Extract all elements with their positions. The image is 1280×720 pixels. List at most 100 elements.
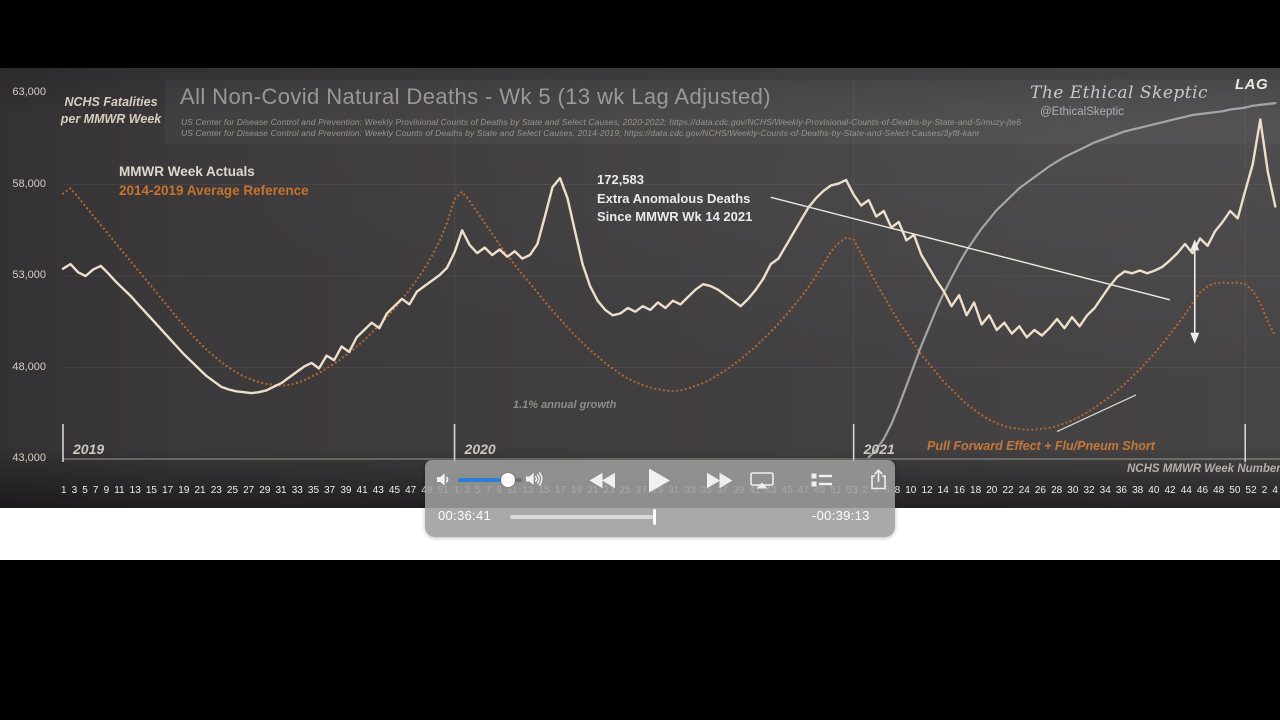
- volume-fill: [458, 478, 508, 482]
- volume-slider[interactable]: [458, 473, 522, 487]
- y-tick-label: 48,000: [12, 360, 46, 373]
- y-axis-title-line1: NCHS Fatalities: [64, 95, 158, 109]
- week-tick-label: 21: [194, 485, 206, 496]
- week-tick-label: 31: [275, 485, 287, 496]
- player-scrub-row: 00:36:41 -00:39:13: [425, 502, 895, 534]
- playhead[interactable]: [652, 509, 656, 525]
- week-tick-label: 9: [103, 485, 110, 496]
- week-tick-label: 18: [970, 485, 982, 496]
- week-tick-label: 36: [1115, 485, 1127, 496]
- share-button[interactable]: [870, 469, 887, 490]
- y-axis-title-line2: per MMWR Week: [60, 112, 162, 126]
- week-tick-label: 35: [307, 485, 320, 496]
- playlist-button[interactable]: [811, 473, 832, 487]
- week-tick-label: 14: [937, 485, 949, 496]
- lag-tag: LAG: [1235, 76, 1269, 93]
- rewind-icon: [589, 472, 615, 489]
- week-tick-label: 19: [178, 485, 190, 496]
- fast-forward-icon: [707, 472, 733, 489]
- week-tick-label: 1: [61, 485, 67, 496]
- week-tick-label: 37: [324, 485, 336, 496]
- airplay-button[interactable]: [750, 472, 774, 489]
- y-tick-label: 53,000: [12, 269, 46, 281]
- week-tick-label: 44: [1180, 485, 1192, 496]
- week-tick-label: 29: [259, 485, 271, 496]
- week-tick-label: 2: [1261, 485, 1268, 496]
- year-label: 2021: [863, 441, 895, 457]
- fast-forward-button[interactable]: [706, 472, 733, 489]
- play-button[interactable]: [648, 468, 671, 493]
- week-tick-label: 22: [1002, 485, 1014, 496]
- legend-item: 2014-2019 Average Reference: [119, 182, 309, 198]
- play-icon: [649, 468, 670, 493]
- video-frame[interactable]: NCHS Fatalities per MMWR Week All Non-Co…: [0, 68, 1280, 508]
- week-tick-label: 27: [243, 485, 255, 496]
- week-tick-label: 33: [291, 485, 303, 496]
- x-axis-title: NCHS MMWR Week Number: [1127, 463, 1280, 475]
- share-icon: [871, 469, 886, 490]
- week-tick-label: 39: [340, 485, 352, 496]
- remaining-time: -00:39:13: [812, 508, 870, 523]
- y-tick-label: 43,000: [12, 452, 46, 464]
- week-tick-label: 28: [1051, 485, 1063, 496]
- source-citation-2: US Center for Disease Control and Preven…: [181, 128, 980, 138]
- y-axis-title: NCHS Fatalities per MMWR Week: [50, 94, 172, 128]
- week-tick-label: 38: [1132, 485, 1144, 496]
- week-tick-label: 12: [921, 485, 933, 496]
- week-tick-label: 40: [1148, 485, 1160, 496]
- year-label: 2020: [464, 441, 496, 457]
- annotation-line2: Extra Anomalous Deaths: [597, 190, 751, 206]
- week-tick-label: 26: [1034, 485, 1046, 496]
- week-tick-label: 34: [1099, 485, 1111, 496]
- week-tick-label: 52: [1245, 485, 1257, 496]
- player-buttons-row: [425, 460, 895, 500]
- elapsed-time: 00:36:41: [438, 508, 492, 523]
- pull-forward-note: Pull Forward Effect + Flu/Pneum Short: [927, 439, 1155, 453]
- legend-item: MMWR Week Actuals: [119, 164, 255, 179]
- video-controls-panel: 00:36:41 -00:39:13: [425, 460, 895, 537]
- week-tick-label: 45: [388, 485, 401, 496]
- progress-bar[interactable]: [510, 509, 810, 525]
- week-tick-label: 17: [162, 485, 174, 496]
- chart-title: All Non-Covid Natural Deaths - Wk 5 (13 …: [180, 84, 771, 109]
- annotation-line3: Since MMWR Wk 14 2021: [597, 209, 753, 224]
- week-tick-label: 15: [145, 485, 157, 496]
- week-tick-label: 11: [114, 485, 125, 496]
- week-tick-label: 23: [210, 485, 222, 496]
- week-tick-label: 24: [1018, 485, 1030, 496]
- week-tick-label: 48: [1213, 485, 1225, 496]
- y-tick-label: 63,000: [12, 86, 46, 98]
- week-tick-label: 42: [1164, 485, 1176, 496]
- week-tick-label: 47: [405, 485, 417, 496]
- playlist-icon: [811, 473, 832, 487]
- anomalous-deaths-annotation: 172,583 Extra Anomalous Deaths Since MMW…: [597, 171, 752, 227]
- annual-growth-note: 1.1% annual growth: [513, 399, 617, 411]
- legend: MMWR Week Actuals 2014-2019 Average Refer…: [119, 163, 309, 200]
- week-tick-label: 46: [1196, 485, 1209, 496]
- week-tick-label: 32: [1083, 485, 1095, 496]
- volume-max-button[interactable]: [525, 471, 545, 487]
- week-tick-label: 41: [356, 485, 368, 496]
- airplay-icon: [750, 472, 774, 489]
- rewind-button[interactable]: [589, 472, 616, 489]
- week-tick-label: 3: [71, 485, 78, 496]
- source-citation-1: US Center for Disease Control and Preven…: [181, 117, 1022, 127]
- week-tick-label: 7: [92, 485, 99, 496]
- week-tick-label: 10: [905, 485, 917, 496]
- volume-knob[interactable]: [500, 473, 515, 487]
- watermark-signature: The Ethical Skeptic: [1030, 83, 1209, 103]
- annotation-value: 172,583: [597, 172, 644, 187]
- mute-button[interactable]: [436, 472, 451, 487]
- progress-played: [510, 515, 654, 519]
- year-label: 2019: [73, 441, 105, 457]
- week-tick-label: 5: [82, 485, 88, 496]
- week-tick-label: 8: [894, 485, 901, 496]
- speaker-high-icon: [526, 472, 543, 486]
- week-tick-label: 16: [953, 485, 965, 496]
- week-tick-label: 43: [372, 485, 384, 496]
- week-tick-label: 25: [226, 485, 239, 496]
- watermark-handle: @EthicalSkeptic: [1040, 106, 1124, 118]
- week-tick-label: 30: [1067, 485, 1079, 496]
- week-tick-label: 20: [986, 485, 998, 496]
